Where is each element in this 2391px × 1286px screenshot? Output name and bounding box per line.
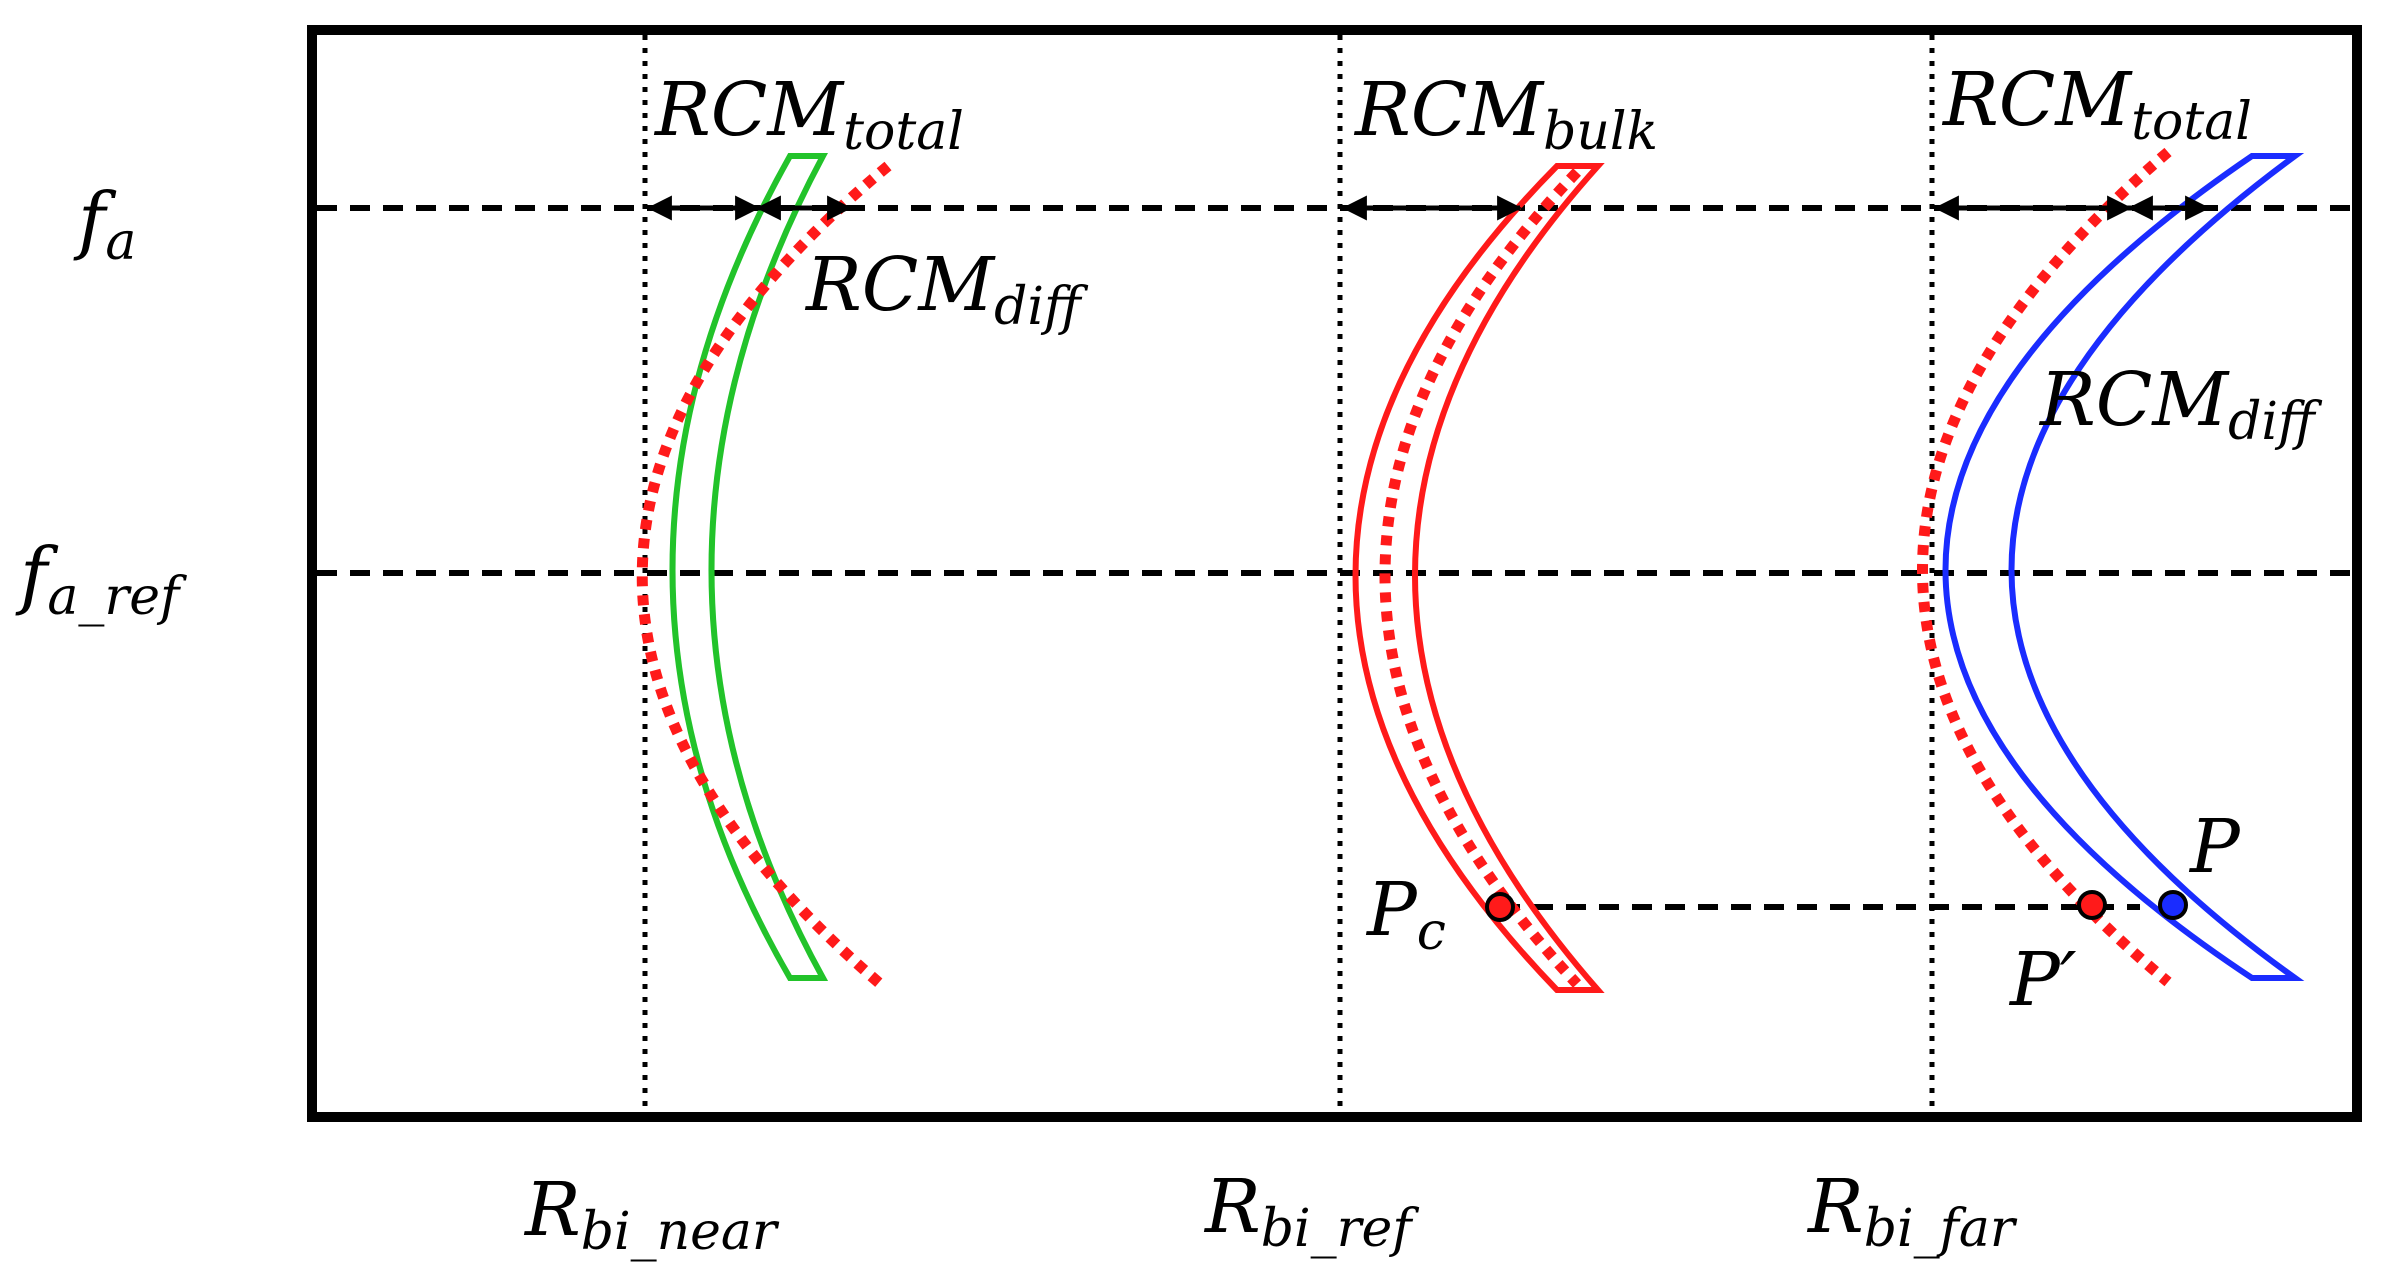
column-label-far: Rbi_far [1806,1164,2018,1259]
ref-reference-curve [1379,168,1582,988]
near-reference-curve [636,161,892,993]
far-total-label: RCMtotal [1941,57,2252,152]
near-curve-band [669,153,829,981]
far-curve-band [1942,153,2305,981]
far-reference-curve [1917,147,2172,987]
point-p [2158,890,2188,920]
pc-label: Pc [1365,867,1446,962]
ref-curve-band [1352,163,1605,993]
column-label-near: Rbi_near [523,1167,780,1262]
plot-frame [307,25,2362,1122]
ref-bulk-label: RCMbulk [1353,67,1658,162]
near-total-label: RCMtotal [653,67,964,162]
row-label-fa: fa [73,177,136,272]
far-diff-label: RCMdiff [2038,357,2323,452]
near-diff-label: RCMdiff [804,242,1089,337]
p-label: P [2188,804,2241,890]
point-pc [1485,892,1515,922]
p-prime-label: P′ [2008,937,2077,1023]
row-label-fa-ref: fa_ref [15,532,187,627]
column-label-ref: Rbi_ref [1203,1164,1419,1259]
point-p-prime [2077,890,2107,920]
